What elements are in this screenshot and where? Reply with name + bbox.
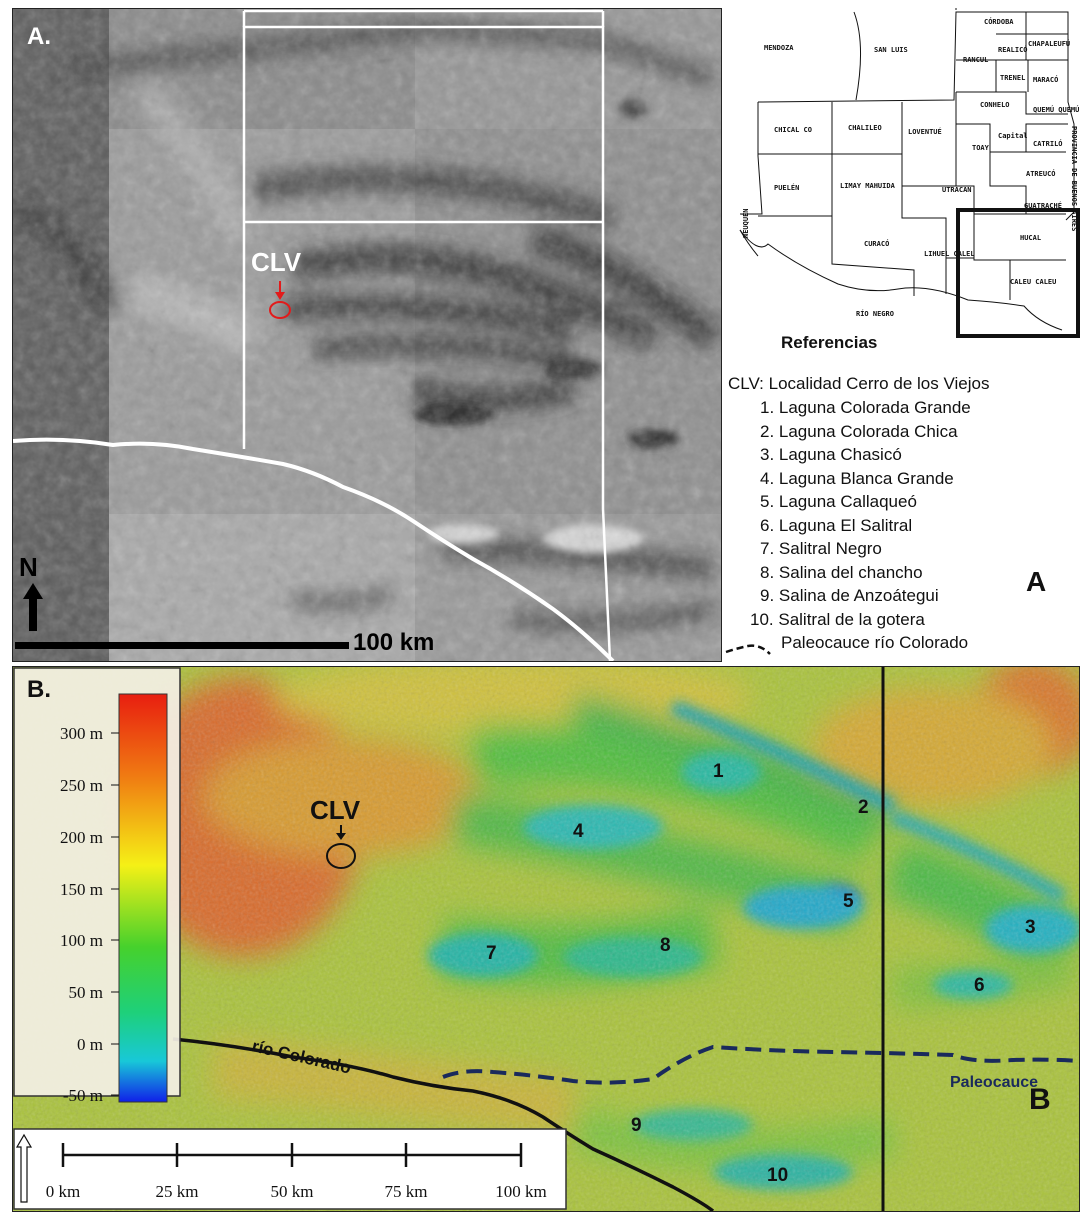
dept-utracan: UTRACÁN bbox=[942, 185, 972, 194]
corner-label-b: B bbox=[1029, 1083, 1051, 1116]
dept-caleu-caleu: CALEU CALEU bbox=[1010, 278, 1056, 286]
colorbar-tick-label: 50 m bbox=[69, 983, 103, 1002]
rio-colorado-line bbox=[172, 1037, 715, 1211]
clv-circle bbox=[269, 301, 291, 319]
panel-b-color-dem: CLV 1 2 3 4 5 6 7 8 9 10 río Colorado Pa… bbox=[12, 666, 1080, 1212]
north-label: N bbox=[19, 552, 38, 582]
scale-bar bbox=[15, 642, 349, 649]
colorbar-tick-label: 0 m bbox=[77, 1035, 103, 1054]
clv-site-label: CLV bbox=[251, 247, 302, 277]
dept-atreuco: ATREUCÓ bbox=[1026, 169, 1056, 178]
dept-mendoza: MENDOZA bbox=[764, 44, 794, 52]
dept-lihuel-calel: LIHUEL CALEL bbox=[924, 250, 975, 258]
scale-tick-label: 75 km bbox=[385, 1182, 428, 1201]
lake-legend-item: 5. Laguna Callaqueó bbox=[760, 492, 917, 511]
scale-bar-box bbox=[13, 1128, 567, 1210]
paleochannel-label: Paleocauce bbox=[950, 1074, 1038, 1091]
lake-legend-item: 6. Laguna El Salitral bbox=[760, 515, 913, 535]
dept-maraco: MARACÓ bbox=[1033, 75, 1058, 84]
clv-site-label-b: CLV bbox=[310, 795, 361, 825]
dept-trenel: TRENEL bbox=[1000, 74, 1025, 82]
lake-number: 3 bbox=[1025, 917, 1036, 938]
lake-number: 10 bbox=[767, 1165, 788, 1186]
panel-a-grayscale-dem: CLV N 100 km A. bbox=[12, 8, 722, 662]
dept-curaco: CURACÓ bbox=[864, 239, 889, 248]
lake-legend-item: 10. Salitral de la gotera bbox=[750, 609, 925, 629]
dept-chapaleufu: CHAPALEUFÚ bbox=[1028, 39, 1070, 48]
lake-legend-item: 2. Laguna Colorada Chica bbox=[760, 421, 958, 441]
colorbar-gradient bbox=[118, 693, 168, 1103]
dept-san-luis: SAN LUIS bbox=[874, 46, 908, 54]
dept-puelen: PUELÉN bbox=[774, 183, 799, 192]
dept-buenos-aires: PROVINCIA DE BUENOS AIRES bbox=[1070, 126, 1078, 231]
study-area-box bbox=[956, 208, 1080, 338]
lake-legend-item: 3. Laguna Chasicó bbox=[760, 445, 902, 464]
dept-realico: REALICÓ bbox=[998, 45, 1028, 54]
colorbar-tick-label: 100 m bbox=[60, 931, 103, 950]
paleochannel-line bbox=[442, 1044, 1079, 1085]
dept-guatrache: GUATRACHÉ bbox=[1024, 201, 1062, 210]
dept-catrilo: CATRILÓ bbox=[1033, 139, 1063, 148]
paleochannel-legend-icon bbox=[725, 644, 771, 655]
province-reference-map: CÓRDOBA MENDOZA SAN LUIS REALICÓ CHAPALE… bbox=[728, 4, 1082, 340]
dept-chalileo: CHALILEO bbox=[848, 124, 882, 132]
dept-rio-negro: RÍO NEGRO bbox=[856, 309, 894, 318]
colorbar-tick-label: 200 m bbox=[60, 828, 103, 847]
scale-tick-label: 100 km bbox=[495, 1182, 546, 1201]
clv-circle-b bbox=[326, 843, 356, 869]
lake-number: 1 bbox=[713, 761, 724, 782]
scale-tick-label: 25 km bbox=[156, 1182, 199, 1201]
lake-legend-item: 9. Salina de Anzoátegui bbox=[760, 586, 939, 605]
legend-title: Referencias bbox=[781, 333, 878, 352]
dept-neuquen: NEUQUÉN bbox=[741, 208, 750, 238]
dept-limay-mahuida: LIMAY MAHUIDA bbox=[840, 182, 896, 190]
dept-chical-co: CHICAL CO bbox=[774, 126, 812, 134]
scale-label: 100 km bbox=[353, 629, 434, 656]
dept-quemu-quemu: QUEMÚ QUEMÚ bbox=[1033, 105, 1079, 114]
scale-tick-label: 50 km bbox=[271, 1182, 314, 1201]
colorbar-tick-label: 150 m bbox=[60, 880, 103, 899]
dept-toay: TOAY bbox=[972, 144, 990, 152]
lake-number: 5 bbox=[843, 891, 854, 912]
lake-number: 6 bbox=[974, 975, 985, 996]
dept-rancul: RANCUL bbox=[963, 56, 988, 64]
lake-legend-item: 1. Laguna Colorada Grande bbox=[760, 398, 971, 417]
legend-paleo-line: Paleocauce río Colorado bbox=[781, 633, 969, 652]
dept-loventue: LOVENTUÉ bbox=[908, 127, 942, 136]
north-arrow-icon-b bbox=[15, 1133, 33, 1203]
dept-hucal: HUCAL bbox=[1020, 234, 1041, 242]
panel-a-label: A. bbox=[27, 23, 51, 50]
colorbar-tick-label: -50 m bbox=[63, 1086, 103, 1105]
lake-number: 8 bbox=[660, 935, 671, 956]
dept-capital: Capital bbox=[998, 132, 1028, 140]
lake-legend-item: 7. Salitral Negro bbox=[760, 539, 882, 558]
legend-clv-line: CLV: Localidad Cerro de los Viejos bbox=[728, 374, 990, 393]
corner-label-a: A bbox=[1026, 566, 1047, 597]
lake-legend-list: 1. Laguna Colorada Grande 2. Laguna Colo… bbox=[745, 398, 1085, 633]
colorbar-tick-label: 250 m bbox=[60, 776, 103, 795]
north-arrow-icon bbox=[23, 583, 43, 631]
lake-legend-item: 8. Salina del chancho bbox=[760, 562, 923, 582]
dept-conhelo: CONHELO bbox=[980, 101, 1010, 109]
dept-cordoba: CÓRDOBA bbox=[984, 17, 1014, 26]
lake-number: 2 bbox=[858, 797, 869, 818]
colorbar-tick-label: 300 m bbox=[60, 724, 103, 743]
lake-number: 7 bbox=[486, 943, 497, 964]
color-elevation-map: CLV 1 2 3 4 5 6 7 8 9 10 río Colorado Pa… bbox=[13, 667, 1079, 1211]
colorbar-ticks bbox=[111, 732, 119, 1096]
panel-b-label: B. bbox=[27, 676, 51, 703]
grayscale-elevation-map: CLV N 100 km A. bbox=[13, 9, 721, 661]
lake-number: 9 bbox=[631, 1115, 642, 1136]
lake-number: 4 bbox=[573, 821, 584, 842]
lake-legend-item: 4. Laguna Blanca Grande bbox=[760, 468, 954, 488]
scale-tick-label: 0 km bbox=[46, 1182, 80, 1201]
